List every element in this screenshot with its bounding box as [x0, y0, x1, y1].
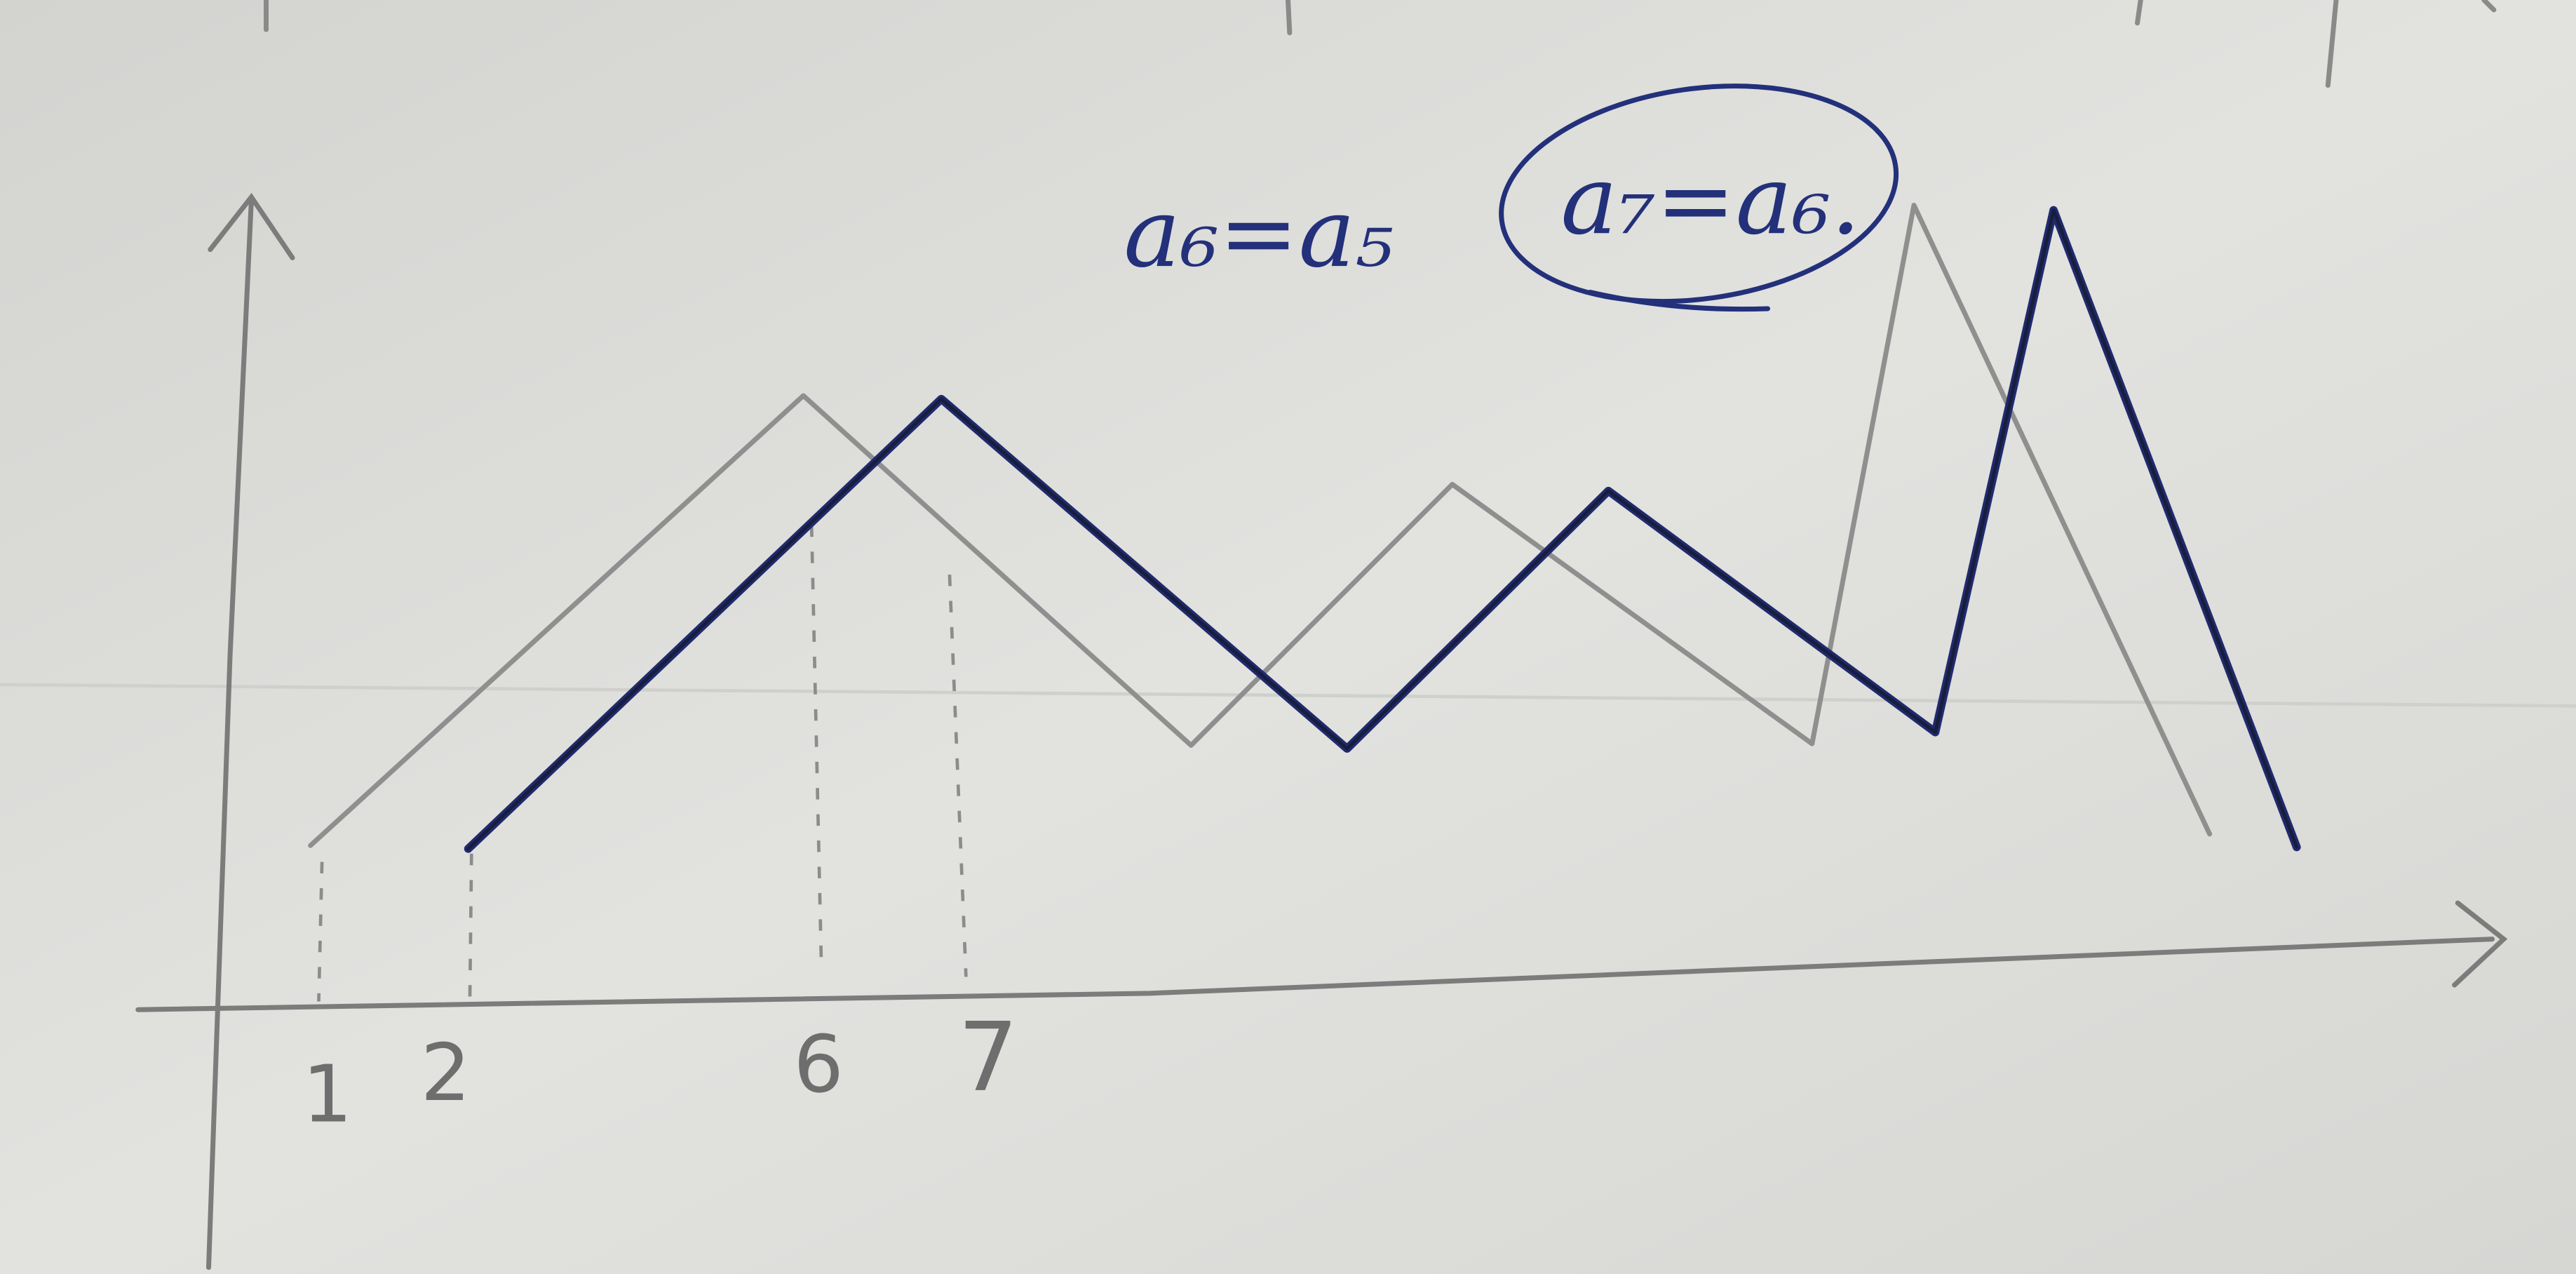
x-tick-label-6: 6	[793, 1019, 844, 1111]
pencil-curve	[308, 203, 2213, 848]
equation-a6-equals-a5: a₆=a₅	[1124, 178, 1394, 289]
y-axis-arrowhead	[208, 192, 295, 260]
y-axis	[205, 197, 254, 1270]
ink-curve-dark-overstroke	[466, 208, 2299, 851]
x-tick-label-2: 2	[421, 1027, 471, 1119]
equation-a7-equals-a6: a₇=a₆.	[1560, 145, 1861, 256]
x-tick-label-1: 1	[302, 1048, 353, 1140]
x-axis-arrowhead	[2452, 900, 2508, 988]
top-stray-marks	[263, 0, 2497, 88]
equation-circle	[1499, 83, 1899, 304]
axes	[135, 192, 2508, 1270]
x-tick-label-7: 7	[958, 1003, 1018, 1113]
drop-lines	[317, 525, 968, 1002]
x-axis	[135, 937, 2495, 1012]
equation-circle-tail	[1588, 290, 1771, 312]
